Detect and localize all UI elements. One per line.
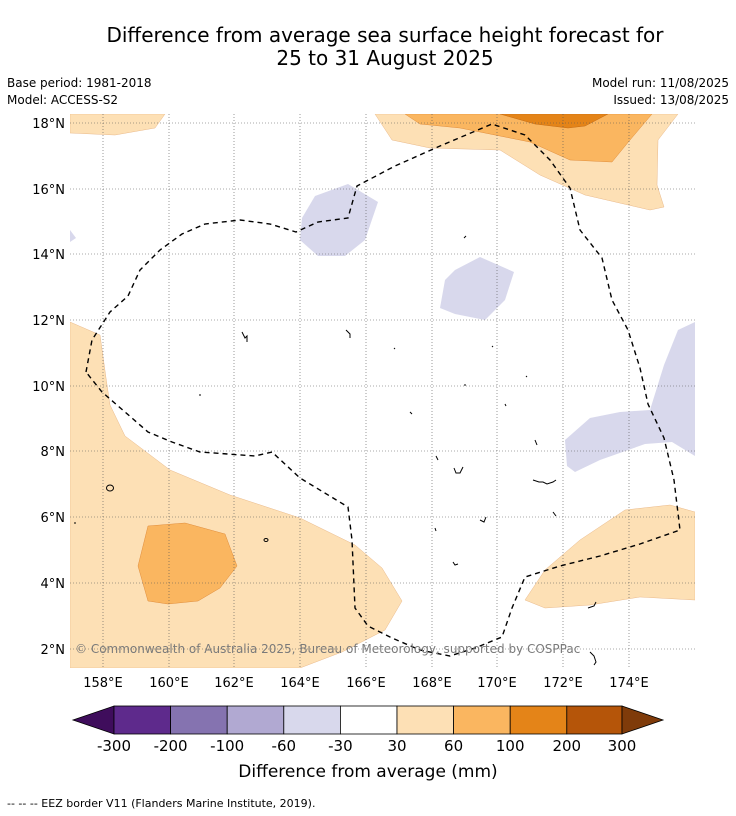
lon-labels: 158°E 160°E 162°E 164°E 166°E 168°E 170°… xyxy=(83,676,649,691)
colorbar-tick-4: -30 xyxy=(328,737,353,755)
colorbar-tick-6: 60 xyxy=(444,737,463,755)
colorbar-min-arrow xyxy=(71,705,115,735)
copyright-notice: © Commonwealth of Australia 2025, Bureau… xyxy=(75,642,580,656)
colorbar xyxy=(71,705,665,735)
colorbar-bin-4 xyxy=(283,705,341,735)
issued-date: Issued: 13/08/2025 xyxy=(613,93,729,107)
colorbar-bin-6 xyxy=(396,705,454,735)
anomaly-region-northwest xyxy=(70,114,166,136)
negative-region-edge xyxy=(70,230,76,242)
colorbar-tick-9: 300 xyxy=(608,737,637,755)
colorbar-bin-2 xyxy=(170,705,228,735)
anomaly-region-southwest xyxy=(70,321,403,668)
lat-label-4n: 4°N xyxy=(41,577,66,592)
colorbar-bin-7 xyxy=(453,705,511,735)
lon-gridlines xyxy=(102,114,630,668)
colorbar-tick-1: -200 xyxy=(154,737,188,755)
lat-label-16n: 16°N xyxy=(32,183,65,198)
island-outlines xyxy=(74,235,597,666)
anomaly-region-southeast xyxy=(524,504,695,609)
lat-label-14n: 14°N xyxy=(32,248,65,263)
title-line-2: 25 to 31 August 2025 xyxy=(276,46,494,70)
lon-label-172e: 172°E xyxy=(543,676,583,691)
colorbar-max-arrow xyxy=(621,705,665,735)
model-run: Model run: 11/08/2025 xyxy=(591,76,729,90)
eez-legend-note: -- -- -- EEZ border V11 (Flanders Marine… xyxy=(7,797,316,810)
lon-label-162e: 162°E xyxy=(214,676,254,691)
lat-labels: 18°N 16°N 14°N 12°N 10°N 8°N 6°N 4°N 2°N xyxy=(32,117,65,658)
colorbar-bin-1 xyxy=(113,705,171,735)
colorbar-tick-8: 200 xyxy=(552,737,581,755)
negative-region-2 xyxy=(440,257,514,320)
colorbar-tick-5: 30 xyxy=(387,737,406,755)
model-name: Model: ACCESS-S2 xyxy=(7,93,119,107)
negative-region-3 xyxy=(565,322,695,472)
negative-region-1 xyxy=(300,184,378,256)
lon-label-158e: 158°E xyxy=(83,676,123,691)
lon-label-168e: 168°E xyxy=(412,676,452,691)
eez-border xyxy=(85,123,681,657)
colorbar-tick-2: -100 xyxy=(210,737,244,755)
lat-label-6n: 6°N xyxy=(41,511,66,526)
colorbar-ticks: -300 -200 -100 -60 -30 30 60 100 200 300 xyxy=(97,737,636,755)
colorbar-bin-9 xyxy=(566,705,623,735)
title-line-1: Difference from average sea surface heig… xyxy=(106,23,664,47)
base-period: Base period: 1981-2018 xyxy=(7,76,152,90)
lat-gridlines xyxy=(70,122,695,650)
lon-label-174e: 174°E xyxy=(609,676,649,691)
lat-label-12n: 12°N xyxy=(32,314,65,329)
lon-label-170e: 170°E xyxy=(477,676,517,691)
colorbar-bin-3 xyxy=(226,705,285,735)
lon-label-160e: 160°E xyxy=(149,676,189,691)
colorbar-label: Difference from average (mm) xyxy=(238,762,498,782)
map-area: © Commonwealth of Australia 2025, Bureau… xyxy=(70,114,695,668)
lat-label-8n: 8°N xyxy=(41,445,66,460)
colorbar-tick-7: 100 xyxy=(496,737,525,755)
lon-label-166e: 166°E xyxy=(346,676,386,691)
anomaly-region-north-peak xyxy=(499,114,609,129)
colorbar-bin-8 xyxy=(509,705,568,735)
lon-label-164e: 164°E xyxy=(280,676,320,691)
anomaly-region-southwest-core xyxy=(137,522,238,605)
lat-label-2n: 2°N xyxy=(41,643,66,658)
lat-label-18n: 18°N xyxy=(32,117,65,132)
colorbar-bin-5 xyxy=(339,705,398,735)
colorbar-tick-3: -60 xyxy=(272,737,297,755)
colorbar-tick-0: -300 xyxy=(97,737,131,755)
lat-label-10n: 10°N xyxy=(32,380,65,395)
